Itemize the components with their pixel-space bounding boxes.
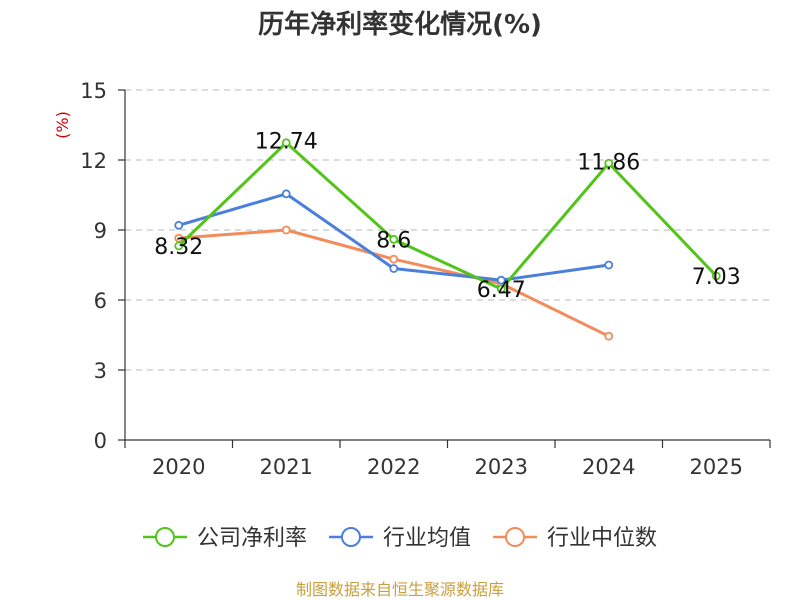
y-tick-label: 9 — [94, 219, 107, 243]
legend-label: 行业均值 — [383, 526, 471, 551]
data-point — [711, 271, 721, 281]
data-point — [281, 225, 291, 235]
data-label: 8.6 — [376, 228, 411, 253]
x-tick-label: 2021 — [260, 455, 313, 479]
data-point — [604, 260, 614, 270]
data-point — [281, 189, 291, 199]
legend-marker — [505, 527, 526, 547]
series-line — [177, 141, 718, 291]
data-point — [604, 331, 614, 341]
gridlines — [125, 89, 770, 371]
y-tick-label: 6 — [94, 289, 107, 313]
y-tick-label: 12 — [80, 149, 107, 173]
legend: 公司净利率 行业均值 行业中位数 — [142, 526, 657, 551]
data-point — [389, 264, 399, 273]
y-tick-label: 0 — [94, 429, 107, 453]
legend-label: 行业中位数 — [547, 526, 657, 551]
y-tick-label: 15 — [80, 79, 107, 103]
data-label: 8.32 — [154, 235, 203, 260]
data-label: 11.86 — [577, 150, 640, 175]
legend-marker — [340, 527, 361, 547]
series-lines — [174, 138, 721, 341]
axes: 0 3 6 9 12 15 2020 2021 2022 2023 2024 2025 — [80, 79, 771, 479]
data-point — [389, 254, 399, 264]
data-point — [496, 275, 506, 285]
legend-item: 行业均值 — [328, 526, 471, 551]
x-tick-label: 2020 — [152, 455, 205, 479]
data-point — [174, 241, 184, 251]
legend-marker — [154, 527, 175, 547]
source-note: 制图数据来自恒生聚源数据库 — [296, 580, 504, 599]
data-label: 6.47 — [477, 278, 526, 303]
data-point — [174, 220, 184, 230]
y-axis-unit-label: (%) — [53, 111, 72, 139]
x-tick-label: 2024 — [582, 455, 635, 479]
data-point — [389, 234, 399, 244]
chart-title: 历年净利率变化情况(%) — [258, 9, 542, 40]
legend-label: 公司净利率 — [197, 526, 307, 551]
legend-item: 行业中位数 — [493, 526, 657, 551]
data-point — [604, 158, 614, 168]
data-label: 7.03 — [692, 265, 741, 290]
y-tick-label: 3 — [94, 359, 107, 383]
data-labels: 8.32 12.74 8.6 6.47 11.86 7.03 — [154, 130, 740, 303]
x-tick-label: 2022 — [367, 455, 420, 479]
legend-item: 公司净利率 — [142, 526, 307, 551]
data-point — [496, 284, 506, 294]
x-tick-label: 2023 — [475, 455, 528, 479]
x-tick-label: 2025 — [690, 455, 743, 479]
data-label: 12.74 — [255, 130, 318, 155]
data-point — [281, 138, 291, 148]
